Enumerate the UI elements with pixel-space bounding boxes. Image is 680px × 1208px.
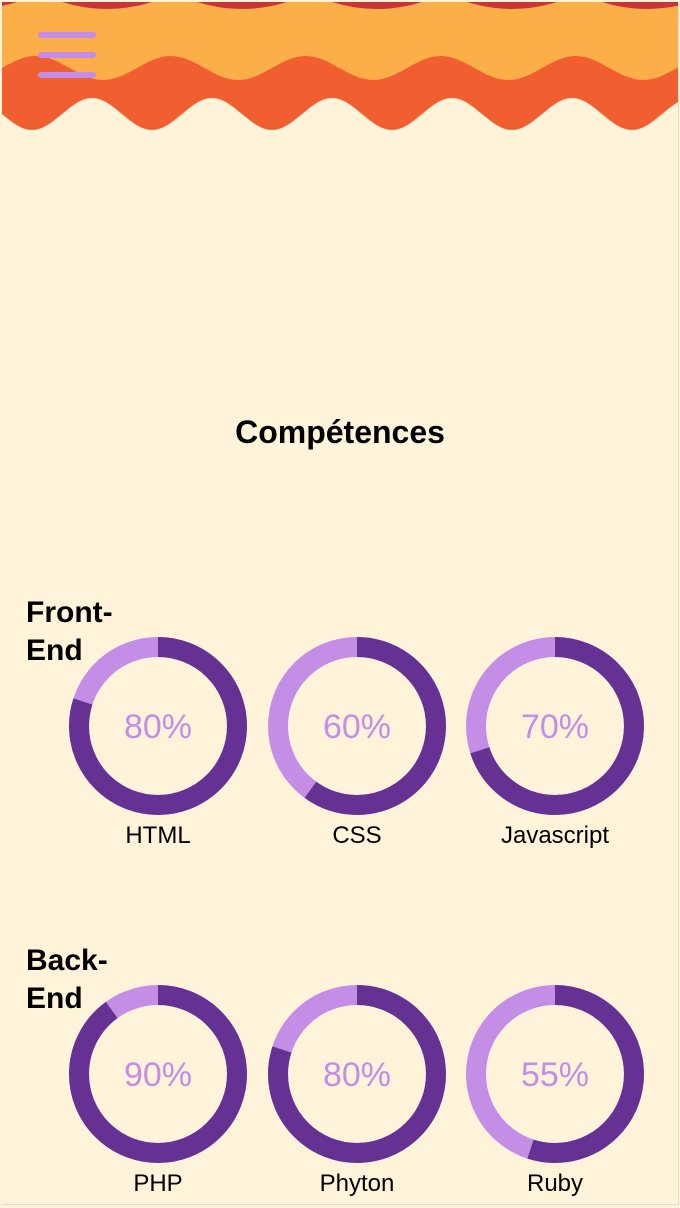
ring-progress	[268, 985, 446, 1163]
group-title-back-end: Back- End	[26, 944, 108, 1015]
percent-label: 55%	[521, 1056, 589, 1094]
skill-php: 90% PHP	[68, 984, 248, 1197]
ring-progress	[268, 637, 446, 815]
skill-name: PHP	[133, 1170, 183, 1197]
skill-ring: 80%	[69, 637, 247, 815]
skill-html: 80% HTML	[68, 636, 248, 849]
skill-ring: 70%	[466, 637, 644, 815]
section-title: Compétences	[235, 414, 445, 450]
ring-progress	[466, 637, 644, 815]
group-title-front-end: Front- End	[26, 596, 113, 667]
hamburger-icon[interactable]	[38, 32, 98, 82]
skill-name: HTML	[125, 822, 191, 849]
header-waves	[2, 2, 678, 142]
ring-progress	[69, 637, 247, 815]
header	[2, 2, 678, 142]
skill-javascript: 70% Javascript	[465, 636, 645, 849]
percent-label: 80%	[124, 708, 192, 746]
skill-ring: 55%	[466, 985, 644, 1163]
skill-name: Ruby	[526, 1170, 584, 1197]
percent-label: 60%	[323, 708, 391, 746]
skill-ring: 90%	[69, 985, 247, 1163]
percent-label: 70%	[521, 708, 589, 746]
percent-label: 80%	[323, 1056, 391, 1094]
skill-name: Javascript	[500, 822, 610, 849]
skill-ring: 60%	[268, 637, 446, 815]
skill-css: 60% CSS	[267, 636, 447, 849]
skill-phyton: 80% Phyton	[267, 984, 447, 1197]
ring-progress	[466, 985, 644, 1163]
percent-label: 90%	[124, 1056, 192, 1094]
skill-name: CSS	[332, 822, 382, 849]
skill-name: Phyton	[319, 1170, 395, 1197]
skill-ruby: 55% Ruby	[465, 984, 645, 1197]
ring-progress	[69, 985, 247, 1163]
skill-ring: 80%	[268, 985, 446, 1163]
